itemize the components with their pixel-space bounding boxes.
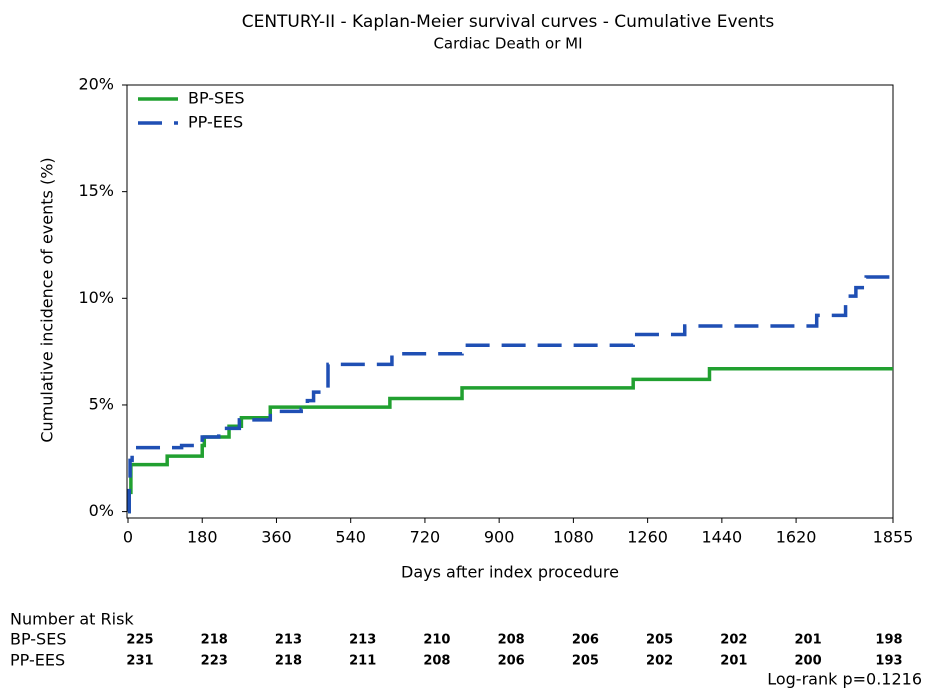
annotation: Log-rank p=0.1216 xyxy=(767,670,922,689)
risk-value: 211 xyxy=(349,654,376,669)
risk-value: 225 xyxy=(126,633,153,648)
risk-value: 202 xyxy=(646,654,673,669)
risk-value: 193 xyxy=(875,654,902,669)
risk-value: 205 xyxy=(572,654,599,669)
risk-value: 208 xyxy=(498,633,525,648)
risk-value: 208 xyxy=(423,654,450,669)
risk-row-label: PP-EES xyxy=(10,651,65,670)
risk-value: 223 xyxy=(201,654,228,669)
risk-value: 200 xyxy=(795,654,822,669)
y-tick-label: 5% xyxy=(89,394,114,413)
x-tick-label: 1855 xyxy=(873,528,914,547)
plot-frame xyxy=(126,84,894,519)
risk-value: 213 xyxy=(275,633,302,648)
x-tick-label: 1080 xyxy=(553,528,594,547)
x-tick-label: 360 xyxy=(261,528,292,547)
risk-row-label: BP-SES xyxy=(10,630,66,649)
x-tick-label: 720 xyxy=(410,528,441,547)
risk-value: 210 xyxy=(423,633,450,648)
risk-value: 218 xyxy=(201,633,228,648)
chart-title: CENTURY-II - Kaplan-Meier survival curve… xyxy=(242,12,775,32)
x-tick-label: 180 xyxy=(187,528,218,547)
legend-label: PP-EES xyxy=(188,113,243,132)
x-tick-label: 900 xyxy=(484,528,515,547)
risk-value: 202 xyxy=(720,633,747,648)
risk-value: 201 xyxy=(795,633,822,648)
x-tick-label: 0 xyxy=(123,528,133,547)
y-tick-label: 10% xyxy=(78,288,114,307)
risk-value: 201 xyxy=(720,654,747,669)
series-line xyxy=(127,275,893,514)
risk-title: Number at Risk xyxy=(10,610,134,629)
x-axis-label: Days after index procedure xyxy=(401,563,619,582)
x-tick-label: 1260 xyxy=(627,528,668,547)
x-tick-label: 1440 xyxy=(701,528,742,547)
chart-subtitle: Cardiac Death or MI xyxy=(433,35,582,53)
risk-value: 213 xyxy=(349,633,376,648)
x-tick-label: 1620 xyxy=(776,528,817,547)
risk-value: 206 xyxy=(572,633,599,648)
y-tick-label: 20% xyxy=(78,75,114,94)
series-line xyxy=(127,366,893,514)
y-tick-label: 0% xyxy=(89,501,114,520)
risk-value: 231 xyxy=(126,654,153,669)
y-axis-label: Cumulative incidence of events (%) xyxy=(38,157,57,442)
risk-value: 198 xyxy=(875,633,902,648)
risk-value: 206 xyxy=(498,654,525,669)
y-tick-label: 15% xyxy=(78,181,114,200)
risk-value: 218 xyxy=(275,654,302,669)
legend-label: BP-SES xyxy=(188,89,244,108)
x-tick-label: 540 xyxy=(335,528,366,547)
risk-value: 205 xyxy=(646,633,673,648)
